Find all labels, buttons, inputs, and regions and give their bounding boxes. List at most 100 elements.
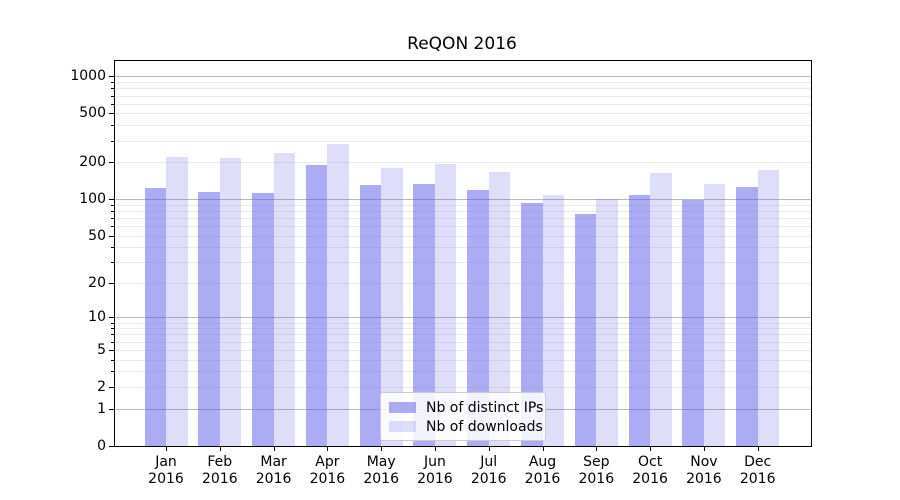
y-tick-label-500: 500 bbox=[79, 105, 106, 122]
gridline-y-70 bbox=[115, 217, 811, 219]
y-tick-label-5: 5 bbox=[97, 341, 106, 358]
bar-nb-of-distinct-ips-dec bbox=[736, 186, 758, 446]
gridline-y-50 bbox=[115, 235, 811, 237]
x-tick-label-jun: Jun 2016 bbox=[417, 454, 453, 487]
y-tick-label-20: 20 bbox=[88, 274, 106, 291]
legend-row-distinct-ips: Nb of distinct IPs bbox=[381, 398, 545, 417]
legend-swatch-distinct-ips bbox=[389, 402, 416, 413]
bar-nb-of-distinct-ips-apr bbox=[305, 164, 328, 446]
gridline-y-200 bbox=[115, 162, 811, 164]
x-tick-nov bbox=[703, 446, 705, 451]
x-tick-label-apr: Apr 2016 bbox=[309, 454, 346, 487]
legend-label-distinct-ips: Nb of distinct IPs bbox=[426, 399, 544, 416]
bar-nb-of-distinct-ips-jul bbox=[467, 190, 489, 446]
y-tick-label-100: 100 bbox=[79, 191, 106, 207]
legend-swatch-downloads bbox=[389, 421, 416, 432]
gridline-y-90 bbox=[115, 204, 811, 206]
x-tick-label-may: May 2016 bbox=[363, 454, 399, 487]
bar-nb-of-downloads-nov bbox=[703, 183, 726, 446]
bar-nb-of-distinct-ips-jun bbox=[413, 184, 435, 446]
bar-nb-of-distinct-ips-feb bbox=[198, 191, 220, 446]
gridline-y-500 bbox=[115, 113, 811, 115]
y-tick-20 bbox=[109, 282, 114, 284]
x-tick-label-jan: Jan 2016 bbox=[148, 454, 184, 487]
y-tick-label-200: 200 bbox=[79, 154, 106, 171]
x-tick-label-sep: Sep 2016 bbox=[578, 454, 615, 487]
gridline-y-80 bbox=[115, 210, 811, 212]
gridline-major-y-1000 bbox=[115, 76, 811, 78]
y-minortick-300 bbox=[111, 140, 114, 142]
plot-area: 0 1 2 5 10 20 50 100 200 500 1000 Jan 2016 Feb 2016 M… bbox=[70, 60, 812, 487]
y-tick-50 bbox=[109, 235, 114, 237]
bar-nb-of-downloads-jul bbox=[488, 171, 511, 446]
x-tick-label-feb: Feb 2016 bbox=[201, 454, 238, 487]
y-minortick-90 bbox=[111, 204, 114, 206]
y-minortick-900 bbox=[111, 82, 114, 84]
y-minortick-400 bbox=[111, 125, 114, 127]
bar-nb-of-downloads-mar bbox=[273, 152, 296, 446]
gridline-y-6 bbox=[115, 341, 811, 343]
x-tick-jan bbox=[166, 446, 167, 451]
gridline-y-3 bbox=[115, 371, 811, 373]
y-tick-label-2: 2 bbox=[97, 378, 106, 395]
x-tick-label-aug: Aug 2016 bbox=[524, 454, 561, 487]
y-minortick-9 bbox=[111, 322, 114, 324]
gridline-y-8 bbox=[115, 328, 811, 330]
gridline-y-2 bbox=[115, 386, 811, 388]
x-tick-apr bbox=[327, 446, 329, 451]
x-tick-jun bbox=[434, 446, 436, 451]
y-tick-100 bbox=[109, 199, 114, 200]
bar-nb-of-distinct-ips-mar bbox=[252, 193, 274, 446]
y-minortick-7 bbox=[111, 334, 114, 336]
gridline-y-400 bbox=[115, 125, 811, 127]
y-minortick-40 bbox=[111, 247, 114, 249]
bar-nb-of-downloads-oct bbox=[650, 173, 672, 446]
chart-title: ReQON 2016 bbox=[407, 34, 517, 54]
y-minortick-30 bbox=[111, 262, 114, 264]
x-tick-label-mar: Mar 2016 bbox=[255, 454, 292, 487]
x-tick-label-nov: Nov 2016 bbox=[686, 454, 722, 487]
y-minortick-3 bbox=[111, 371, 114, 373]
x-tick-oct bbox=[650, 446, 652, 451]
x-tick-aug bbox=[542, 446, 544, 451]
legend-label-downloads: Nb of downloads bbox=[426, 418, 543, 435]
y-minortick-8 bbox=[111, 328, 114, 330]
bar-nb-of-distinct-ips-nov bbox=[682, 200, 704, 446]
gridline-y-30 bbox=[115, 262, 811, 264]
y-minortick-6 bbox=[111, 341, 114, 343]
y-minortick-70 bbox=[111, 217, 114, 219]
gridline-y-40 bbox=[115, 247, 811, 249]
gridline-major-y-10 bbox=[115, 317, 811, 319]
bar-nb-of-distinct-ips-sep bbox=[574, 213, 597, 446]
bar-nb-of-downloads-feb bbox=[219, 158, 242, 446]
y-tick-5 bbox=[109, 349, 114, 351]
gridline-y-300 bbox=[115, 140, 811, 142]
y-minortick-700 bbox=[111, 95, 114, 97]
y-tick-1 bbox=[109, 408, 114, 410]
y-minortick-800 bbox=[111, 88, 114, 90]
gridline-y-4 bbox=[115, 359, 811, 361]
gridline-y-5 bbox=[115, 349, 811, 351]
y-minortick-60 bbox=[111, 225, 114, 227]
x-tick-sep bbox=[596, 446, 598, 451]
y-tick-0 bbox=[109, 445, 114, 447]
gridline-y-7 bbox=[115, 334, 811, 336]
y-minortick-4 bbox=[111, 359, 114, 361]
y-tick-1000 bbox=[109, 76, 114, 78]
y-minortick-80 bbox=[111, 210, 114, 212]
y-tick-10 bbox=[109, 317, 114, 319]
y-tick-label-1000: 1000 bbox=[70, 68, 106, 85]
gridline-y-60 bbox=[115, 225, 811, 227]
x-tick-jul bbox=[488, 446, 490, 451]
bar-nb-of-downloads-may bbox=[381, 168, 403, 446]
x-tick-may bbox=[381, 446, 383, 451]
bar-nb-of-downloads-apr bbox=[327, 143, 349, 446]
gridline-y-900 bbox=[115, 82, 811, 84]
bar-nb-of-distinct-ips-jan bbox=[144, 188, 166, 446]
bar-nb-of-downloads-aug bbox=[542, 194, 564, 446]
legend: Nb of distinct IPs Nb of downloads bbox=[380, 392, 546, 441]
gridline-y-800 bbox=[115, 88, 811, 90]
legend-row-downloads: Nb of downloads bbox=[381, 417, 545, 436]
x-tick-label-oct: Oct 2016 bbox=[632, 454, 668, 487]
